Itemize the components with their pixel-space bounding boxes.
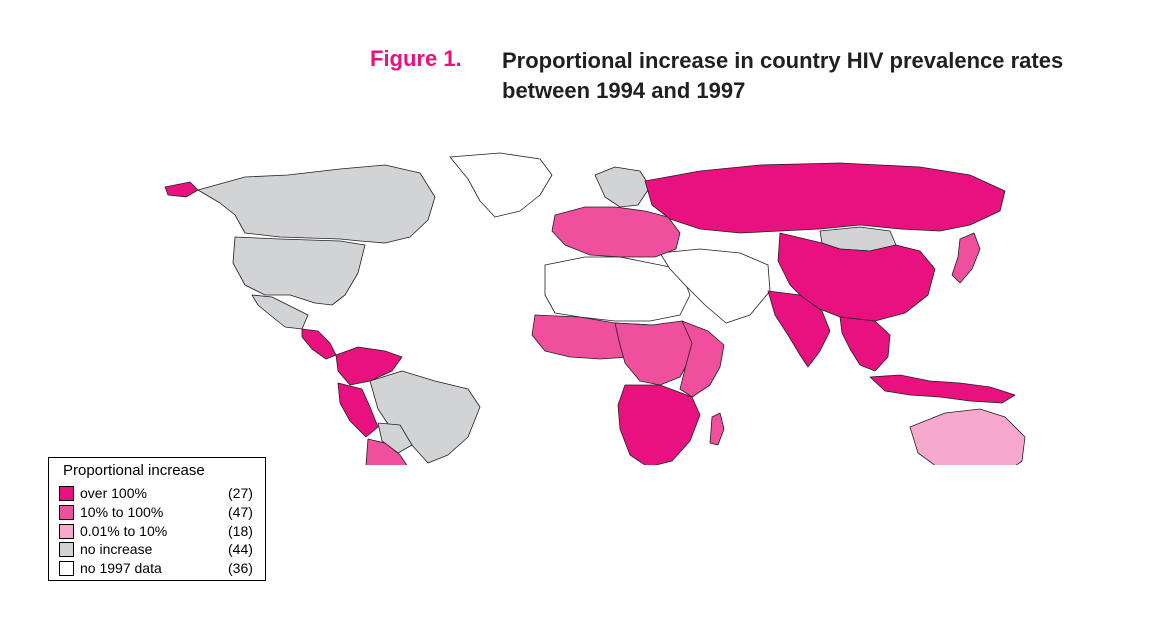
legend-count: (47)	[228, 504, 253, 520]
legend-count: (36)	[228, 560, 253, 576]
region-peru	[337, 382, 379, 438]
region-scandinavia	[594, 166, 651, 208]
region-venezuela-colombia	[335, 346, 403, 386]
legend-label: over 100%	[80, 485, 147, 501]
region-argentina-chile	[365, 438, 408, 465]
legend: Proportional increase over 100% (27) 10% t…	[48, 457, 266, 581]
region-japan	[951, 232, 981, 284]
legend-swatch	[59, 542, 74, 557]
region-canada	[197, 164, 436, 244]
region-usa	[232, 236, 366, 306]
legend-label: 10% to 100%	[80, 504, 164, 520]
region-bolivia	[377, 422, 413, 454]
figure-label: Figure 1.	[370, 46, 462, 71]
region-central-africa	[614, 320, 699, 386]
figure-title: Proportional increase in country HIV pre…	[502, 48, 1064, 103]
region-australia	[909, 408, 1026, 465]
legend-item: 0.01% to 10% (18)	[59, 523, 259, 541]
region-middle-east	[659, 248, 771, 324]
region-east-africa	[679, 320, 725, 398]
legend-label: 0.01% to 10%	[80, 523, 168, 539]
region-russia	[644, 162, 1006, 234]
legend-swatch	[59, 505, 74, 520]
region-central-america	[301, 328, 337, 360]
legend-label: no 1997 data	[80, 560, 162, 576]
legend-item: no increase (44)	[59, 541, 259, 559]
region-europe	[551, 206, 681, 258]
legend-swatch	[59, 561, 74, 576]
region-alaska	[164, 181, 199, 198]
region-india	[767, 290, 831, 368]
region-mexico	[251, 294, 309, 330]
legend-title: Proportional increase	[63, 462, 205, 479]
legend-label: no increase	[80, 541, 153, 557]
region-indonesia	[869, 374, 1016, 404]
legend-count: (18)	[228, 523, 253, 539]
legend-count: (27)	[228, 485, 253, 501]
region-greenland	[449, 152, 553, 218]
legend-item: over 100% (27)	[59, 485, 259, 503]
legend-swatch	[59, 486, 74, 501]
region-southeast-asia	[839, 316, 891, 372]
region-madagascar	[709, 412, 725, 446]
world-map	[164, 152, 1026, 465]
legend-swatch	[59, 524, 74, 539]
legend-count: (44)	[228, 541, 253, 557]
legend-item: no 1997 data (36)	[59, 560, 259, 578]
legend-item: 10% to 100% (47)	[59, 504, 259, 522]
region-southern-africa	[617, 384, 701, 465]
region-china	[777, 232, 936, 322]
